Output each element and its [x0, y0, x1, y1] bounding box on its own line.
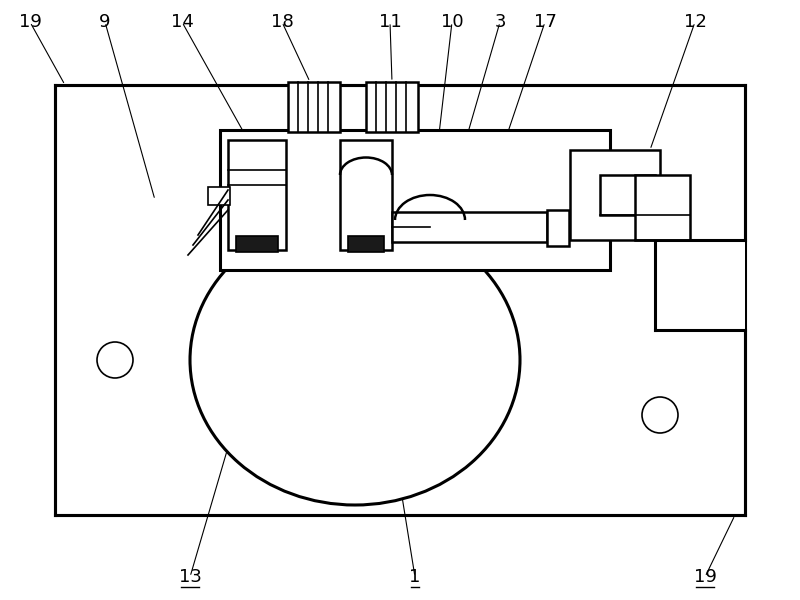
- Bar: [366, 82, 418, 132]
- Text: 14: 14: [170, 13, 194, 31]
- Text: 19: 19: [694, 568, 717, 586]
- Text: 11: 11: [378, 13, 402, 31]
- Bar: [55, 85, 745, 515]
- Bar: [600, 175, 655, 215]
- Text: 17: 17: [534, 13, 557, 31]
- Text: 3: 3: [494, 13, 506, 31]
- Text: 9: 9: [99, 13, 110, 31]
- Text: 10: 10: [441, 13, 463, 31]
- Bar: [392, 212, 547, 242]
- Text: 18: 18: [270, 13, 294, 31]
- Bar: [220, 130, 610, 270]
- Bar: [635, 175, 690, 240]
- Text: 13: 13: [178, 568, 202, 586]
- Bar: [288, 82, 340, 132]
- Bar: [228, 140, 286, 250]
- Text: 1: 1: [410, 568, 421, 586]
- Text: 19: 19: [18, 13, 42, 31]
- Bar: [570, 150, 660, 240]
- Text: 12: 12: [683, 13, 706, 31]
- Ellipse shape: [190, 215, 520, 505]
- Bar: [236, 236, 278, 252]
- Bar: [547, 210, 569, 246]
- Bar: [340, 140, 392, 250]
- Bar: [348, 236, 384, 252]
- Bar: [208, 187, 230, 205]
- Bar: [655, 240, 745, 330]
